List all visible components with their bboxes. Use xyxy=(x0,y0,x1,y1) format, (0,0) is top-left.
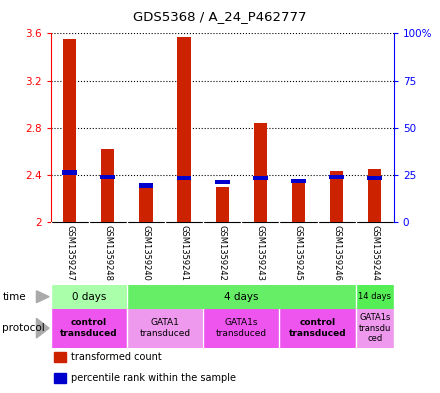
Bar xyxy=(51,309,127,348)
Text: 4 days: 4 days xyxy=(224,292,259,302)
Text: control
transduced: control transduced xyxy=(60,318,117,338)
Text: percentile rank within the sample: percentile rank within the sample xyxy=(71,373,236,383)
Bar xyxy=(54,373,66,384)
Bar xyxy=(292,183,305,222)
Polygon shape xyxy=(37,318,49,338)
Text: GSM1359246: GSM1359246 xyxy=(332,225,341,281)
Bar xyxy=(177,176,191,180)
Text: GSM1359245: GSM1359245 xyxy=(294,225,303,281)
Polygon shape xyxy=(37,291,49,303)
Bar xyxy=(100,175,115,179)
Bar xyxy=(329,175,344,179)
Text: 14 days: 14 days xyxy=(358,292,391,301)
Bar xyxy=(101,149,114,222)
Text: control
transduced: control transduced xyxy=(289,318,346,338)
Text: GSM1359248: GSM1359248 xyxy=(103,225,112,281)
Text: GATA1
transduced: GATA1 transduced xyxy=(139,318,191,338)
Text: transformed count: transformed count xyxy=(71,352,162,362)
Bar xyxy=(54,352,66,362)
Bar xyxy=(279,309,356,348)
Text: 0 days: 0 days xyxy=(72,292,106,302)
Bar xyxy=(177,37,191,222)
Text: time: time xyxy=(2,292,26,302)
Bar xyxy=(356,285,394,309)
Text: GSM1359240: GSM1359240 xyxy=(141,225,150,281)
Bar xyxy=(367,176,382,180)
Text: GSM1359241: GSM1359241 xyxy=(180,225,189,281)
Text: GSM1359244: GSM1359244 xyxy=(370,225,379,281)
Text: GSM1359242: GSM1359242 xyxy=(218,225,227,281)
Text: protocol: protocol xyxy=(2,323,45,333)
Text: GATA1s
transdu
ced: GATA1s transdu ced xyxy=(359,313,391,343)
Bar xyxy=(330,171,343,222)
Bar xyxy=(216,187,229,222)
Bar xyxy=(356,309,394,348)
Text: GDS5368 / A_24_P462777: GDS5368 / A_24_P462777 xyxy=(133,10,307,23)
Bar xyxy=(139,184,153,187)
Bar xyxy=(253,123,267,222)
Bar xyxy=(368,169,381,222)
Bar xyxy=(63,39,77,222)
Bar xyxy=(139,185,153,222)
Bar xyxy=(62,171,77,174)
Text: GSM1359243: GSM1359243 xyxy=(256,225,265,281)
Bar xyxy=(127,309,203,348)
Bar xyxy=(51,285,127,309)
Text: GSM1359247: GSM1359247 xyxy=(65,225,74,281)
Bar xyxy=(127,285,356,309)
Text: GATA1s
transduced: GATA1s transduced xyxy=(216,318,267,338)
Bar xyxy=(203,309,279,348)
Bar xyxy=(291,179,306,183)
Bar xyxy=(215,180,230,184)
Bar xyxy=(253,176,268,180)
